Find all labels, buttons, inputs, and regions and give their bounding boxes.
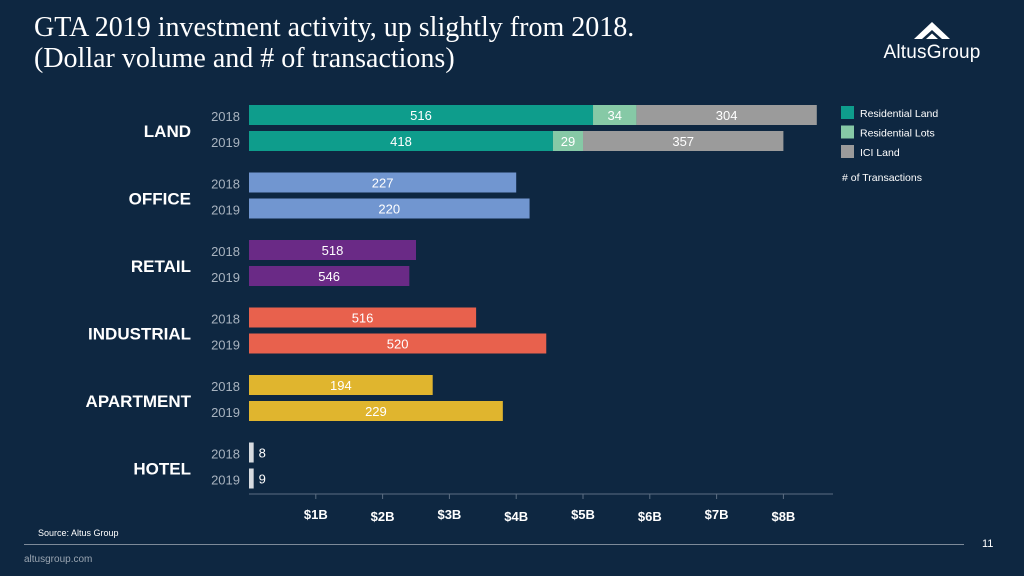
year-label: 2019	[211, 338, 240, 353]
x-tick-label: $2B	[371, 509, 395, 524]
logo-text-group: Group	[926, 42, 981, 63]
footer-url: altusgroup.com	[24, 554, 93, 565]
legend-swatch	[841, 106, 854, 119]
title-line-2: (Dollar volume and # of transactions)	[34, 43, 455, 74]
transaction-count-label: 516	[410, 108, 432, 123]
transaction-count-label: 34	[607, 108, 621, 123]
x-tick-label: $7B	[705, 507, 729, 522]
x-tick-label: $6B	[638, 509, 662, 524]
footer-divider	[24, 544, 964, 545]
year-label: 2019	[211, 135, 240, 150]
x-tick-label: $3B	[437, 507, 461, 522]
bar-segment	[249, 172, 517, 193]
x-tick-label: $5B	[571, 507, 595, 522]
bar-segment	[249, 468, 254, 489]
bar-segment	[552, 131, 583, 151]
x-tick-label: $1B	[304, 507, 328, 522]
category-label: OFFICE	[129, 190, 191, 209]
transaction-count-label: 357	[672, 134, 694, 149]
legend-label: Residential Lots	[860, 128, 935, 140]
transaction-count-label: 9	[259, 472, 266, 487]
bar-segment	[249, 375, 433, 395]
category-label: APARTMENT	[86, 392, 192, 411]
transaction-count-label: 518	[322, 243, 344, 258]
transaction-count-label: 516	[352, 311, 374, 326]
bar-segment	[583, 131, 784, 151]
year-label: 2018	[211, 312, 240, 327]
bar-segment	[249, 333, 547, 354]
legend-label: Residential Land	[860, 108, 938, 120]
transaction-count-label: 418	[390, 134, 412, 149]
transaction-count-label: 304	[716, 108, 738, 123]
bar-segment	[636, 105, 817, 125]
bar-segment	[593, 105, 637, 125]
x-tick-label: $4B	[504, 509, 528, 524]
transaction-count-label: 194	[330, 378, 352, 393]
transaction-count-label: 220	[378, 202, 400, 217]
transaction-count-label: 229	[365, 404, 387, 419]
transaction-count-label: 520	[387, 337, 409, 352]
x-tick-label: $8B	[771, 509, 795, 524]
legend-label: ICI Land	[860, 147, 900, 159]
category-label: LAND	[144, 122, 191, 141]
category-label: RETAIL	[131, 257, 191, 276]
bar-segment	[249, 240, 416, 260]
category-label: HOTEL	[133, 460, 191, 479]
bar-segment	[249, 401, 503, 421]
year-label: 2019	[211, 203, 240, 218]
transaction-count-label: 8	[259, 446, 266, 461]
altus-group-logo: AltusGroup	[872, 20, 992, 70]
logo-text-altus: Altus	[883, 42, 927, 63]
year-label: 2019	[211, 405, 240, 420]
year-label: 2018	[211, 379, 240, 394]
year-label: 2018	[211, 109, 240, 124]
transaction-count-label: 227	[372, 176, 394, 191]
year-label: 2018	[211, 447, 240, 462]
title-line-1: GTA 2019 investment activity, up slightl…	[34, 12, 635, 43]
year-label: 2018	[211, 244, 240, 259]
bar-segment	[249, 442, 254, 463]
logo-text: AltusGroup	[872, 42, 992, 64]
legend-swatch	[841, 145, 854, 158]
transaction-count-label: 546	[318, 269, 340, 284]
bar-segment	[249, 198, 530, 219]
year-label: 2018	[211, 177, 240, 192]
bar-segment	[249, 105, 594, 125]
legend-note: # of Transactions	[842, 172, 922, 184]
year-label: 2019	[211, 473, 240, 488]
logo-mark-icon	[914, 22, 950, 39]
bar-segment	[249, 307, 477, 328]
year-label: 2019	[211, 270, 240, 285]
bar-segment	[249, 266, 410, 286]
page-title: GTA 2019 investment activity, up slightl…	[34, 12, 634, 74]
source-note: Source: Altus Group	[38, 528, 119, 538]
page-number: 11	[982, 538, 994, 550]
legend-swatch	[841, 125, 854, 139]
transaction-count-label: 29	[561, 134, 575, 149]
bar-segment	[249, 131, 553, 151]
category-label: INDUSTRIAL	[88, 325, 191, 344]
